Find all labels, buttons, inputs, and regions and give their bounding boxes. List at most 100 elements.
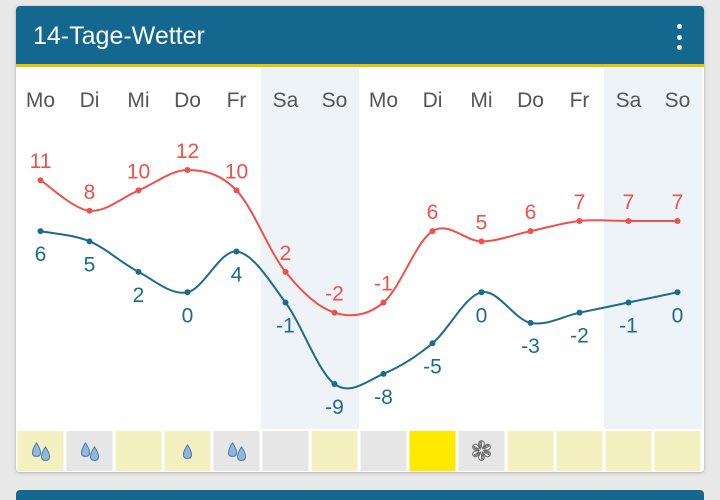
min-temperature-label: -1 — [276, 314, 295, 337]
max-temperature-label: 10 — [225, 160, 248, 183]
snowflake-icon: ❃ — [471, 437, 493, 467]
max-temperature-point — [478, 238, 485, 245]
precip-cell — [556, 431, 603, 471]
max-temperature-point — [576, 217, 583, 224]
max-temperature-label: 11 — [30, 150, 52, 173]
min-temperature-label: 0 — [476, 304, 488, 327]
day-label: Do — [174, 89, 201, 112]
max-temperature-point — [86, 207, 93, 214]
max-temperature-point — [429, 228, 436, 235]
precip-cell — [458, 431, 505, 471]
raindrop-icon — [236, 445, 247, 461]
max-temperature-point — [625, 217, 632, 224]
weekend-background — [310, 67, 359, 429]
next-card-header — [16, 490, 704, 500]
min-temperature-point — [429, 340, 436, 347]
day-label: Sa — [273, 89, 299, 112]
temperature-chart: Mo Di Mi Do Fr Sa So Mo Di Mi Do Fr Sa So 11 8 10 12 10 2 -2… — [26, 67, 702, 429]
weather-card: Mo Di Mi Do Fr Sa So Mo Di Mi Do Fr Sa So 11 8 10 12 10 2 -2… — [16, 6, 704, 472]
min-temperature-point — [576, 309, 583, 316]
min-temperature-point — [37, 228, 44, 235]
min-temperature-point — [86, 238, 93, 245]
min-temperature-label: 5 — [84, 253, 96, 276]
min-temperature-line — [40, 230, 678, 390]
precip-cell — [262, 431, 309, 471]
weekend-background — [604, 67, 653, 429]
min-temperature-point — [233, 248, 240, 255]
min-temperature-label: -3 — [521, 335, 540, 358]
day-label: Mo — [369, 89, 398, 112]
min-temperature-label: -9 — [325, 396, 344, 419]
min-temperature-label: 0 — [182, 304, 194, 327]
min-temperature-point — [527, 319, 534, 326]
precip-cell — [507, 431, 554, 471]
max-temperature-point — [331, 309, 338, 316]
day-label: Mi — [127, 89, 149, 112]
min-temperature-point — [674, 289, 681, 296]
weekend-background — [261, 67, 310, 429]
min-temperature-point — [478, 289, 485, 296]
day-label: Fr — [227, 89, 247, 112]
max-temperature-label: 10 — [127, 160, 150, 183]
min-temperature-label: -5 — [423, 355, 442, 378]
min-temperature-point — [625, 299, 632, 306]
max-temperature-label: 8 — [84, 181, 96, 204]
min-temperature-point — [282, 299, 289, 306]
day-label: Di — [423, 89, 443, 112]
weekend-background — [653, 67, 702, 429]
max-temperature-label: 7 — [623, 191, 635, 214]
max-temperature-label: 6 — [427, 201, 439, 224]
precip-cell — [115, 431, 162, 471]
max-temperature-point — [135, 187, 142, 194]
raindrop-icon — [40, 445, 51, 461]
min-temperature-label: 2 — [133, 284, 145, 307]
min-temperature-point — [380, 370, 387, 377]
max-temperature-point — [527, 228, 534, 235]
max-temperature-label: -2 — [325, 283, 344, 306]
max-temperature-point — [37, 177, 44, 184]
day-label: Di — [80, 89, 100, 112]
max-temperature-label: 6 — [525, 201, 537, 224]
min-temperature-point — [184, 289, 191, 296]
max-temperature-point — [233, 187, 240, 194]
max-temperature-label: -1 — [374, 272, 393, 295]
day-label: So — [665, 89, 691, 112]
precip-cell — [409, 431, 456, 471]
max-temperature-point — [380, 299, 387, 306]
day-label: Fr — [570, 89, 590, 112]
min-temperature-label: 6 — [35, 243, 47, 266]
min-temperature-point — [135, 268, 142, 275]
max-temperature-label: 12 — [176, 140, 199, 163]
max-temperature-label: 7 — [672, 191, 684, 214]
max-temperature-point — [184, 167, 191, 174]
raindrop-icon — [89, 445, 100, 461]
day-label: Do — [517, 89, 544, 112]
max-temperature-point — [282, 268, 289, 275]
min-temperature-label: -2 — [570, 325, 589, 348]
card-title: 14-Tage-Wetter — [33, 22, 205, 50]
max-temperature-line — [39, 169, 678, 317]
max-temperature-label: 7 — [574, 191, 586, 214]
precip-cell — [605, 431, 652, 471]
max-temperature-point — [674, 217, 681, 224]
day-label: Mo — [26, 89, 55, 112]
day-label: So — [322, 89, 348, 112]
precip-cell — [654, 431, 701, 471]
day-label: Sa — [616, 89, 642, 112]
more-vert-icon[interactable] — [672, 24, 686, 50]
raindrop-icon — [227, 441, 238, 457]
raindrop-icon — [182, 443, 193, 459]
precip-cell — [311, 431, 358, 471]
precip-cell — [360, 431, 407, 471]
min-temperature-label: -8 — [374, 386, 393, 409]
raindrop-icon — [80, 441, 91, 457]
min-temperature-label: 4 — [231, 264, 243, 287]
min-temperature-label: -1 — [619, 314, 638, 337]
max-temperature-label: 2 — [280, 242, 292, 265]
day-label: Mi — [470, 89, 492, 112]
max-temperature-label: 5 — [476, 211, 488, 234]
min-temperature-label: 0 — [672, 304, 684, 327]
min-temperature-point — [331, 381, 338, 388]
precipitation-row: ❃ — [17, 431, 701, 471]
card-header: 14-Tage-Wetter — [16, 6, 704, 67]
